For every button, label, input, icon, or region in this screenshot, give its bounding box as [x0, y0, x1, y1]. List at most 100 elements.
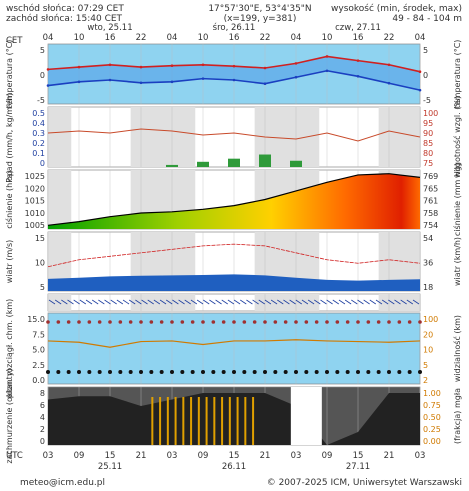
wind-arrow: [141, 299, 148, 305]
y-tick-label: 1025: [25, 172, 45, 181]
wind-arrow: [344, 299, 352, 305]
fog-bar: [151, 397, 154, 445]
cloud-top-dot: [387, 320, 391, 324]
cloud-top-dot: [211, 320, 216, 324]
y-tick-label: 0.5: [32, 109, 45, 118]
y-tick-label: 765: [423, 184, 438, 193]
cloud-base-dot: [211, 370, 216, 374]
wind-arrow: [190, 299, 198, 305]
cloud-top-dot: [108, 320, 112, 324]
wind-arrow: [406, 299, 414, 305]
night-shade: [378, 294, 420, 311]
bottom-hour-tick: 15: [105, 451, 116, 461]
wind-arrow: [277, 299, 284, 305]
night-shade: [48, 107, 72, 167]
y-tick-label: 5: [40, 46, 45, 55]
top-hour-tick: 16: [353, 33, 364, 43]
top-hour-tick: 04: [167, 33, 178, 43]
temperature-point: [294, 62, 298, 65]
y-tick-label: 20: [423, 330, 433, 339]
bottom-hour-tick: 03: [43, 451, 54, 461]
temperature-point: [418, 70, 422, 73]
wind-arrow: [314, 299, 321, 305]
elevation-values: 49 - 84 - 104 m: [392, 14, 462, 24]
cloud-base-dot: [118, 370, 123, 374]
y-tick-label: 6: [40, 401, 45, 410]
clear-sky-gap: [290, 387, 322, 445]
sunrise-label: wschód słońca: 07:29 CET: [6, 3, 124, 14]
bottom-hour-tick: 09: [322, 451, 333, 461]
y-tick-label: 5.0: [32, 346, 45, 355]
cloud-base-dot: [56, 370, 61, 374]
wind-arrow: [67, 299, 74, 305]
bottom-tz-label: UTC: [6, 451, 23, 461]
wind-arrow: [73, 299, 80, 305]
wind-arrow: [363, 299, 370, 305]
y-tick-label: 2: [423, 376, 428, 385]
cloud-top-dot: [335, 320, 340, 324]
ylabel-left: ciśnienie (hPa): [4, 170, 14, 228]
top-time-axis: 04 10 16 22 04 10 16 22 04 10 16 22 04 wto, 25.11 śro,…: [43, 22, 426, 43]
y-tick-label: 2.5: [32, 361, 45, 370]
top-hour-tick: 04: [43, 33, 54, 43]
wind-arrow: [240, 299, 247, 305]
fog-bar: [244, 397, 247, 445]
temperature-point: [387, 63, 391, 67]
cloud-base-dot: [159, 370, 164, 374]
top-day-label: czw, 27.11: [335, 23, 381, 33]
wind-gust-line: [47, 243, 421, 268]
cloud-top-dot: [263, 320, 267, 324]
bottom-hour-tick: 21: [136, 451, 147, 461]
wind-arrow: [381, 299, 389, 305]
top-hour-tick: 22: [136, 33, 147, 43]
ylabel-right: ciśnienie (mm Hg): [452, 163, 462, 236]
wind-arrow: [184, 299, 191, 305]
wind-arrow: [301, 299, 309, 305]
wind-arrow: [369, 299, 377, 305]
wind-arrow: [54, 299, 62, 305]
bottom-hour-tick: 03: [415, 451, 426, 461]
cloud-top-dot: [314, 320, 319, 324]
temperature-point: [356, 75, 360, 78]
temperature-point: [201, 77, 205, 80]
fog-bar: [236, 397, 239, 445]
fog-bar: [166, 397, 169, 445]
cloud-top-dot: [345, 320, 350, 324]
wind-arrow: [91, 299, 99, 305]
cloud-base-dot: [345, 370, 350, 374]
cloud-base-dot: [190, 370, 195, 374]
top-hour-tick: 22: [260, 33, 271, 43]
cloud-base-dot: [263, 370, 267, 374]
footer-copyright: © 2007-2025 ICM, Uniwersytet Warszawski: [267, 478, 462, 488]
cloud-top-dot: [304, 320, 309, 324]
y-tick-label: 18: [423, 283, 433, 292]
temperature-point: [232, 78, 236, 82]
bottom-day-label: 26.11: [222, 462, 246, 472]
temperature-point: [77, 80, 81, 84]
y-tick-label: 7.5: [32, 330, 45, 339]
top-day-label: wto, 25.11: [87, 23, 132, 33]
bottom-time-axis: 03 09 15 21 03 09 15 21 03 09 15 21 03 25.11 26.11 27.1…: [43, 451, 426, 472]
cloud-top-dot: [221, 320, 226, 324]
humidity-line: [47, 128, 421, 142]
y-tick-label: 0.00: [423, 437, 441, 446]
y-tick-label: 5: [423, 361, 428, 370]
wind-arrow: [270, 299, 278, 305]
cloud-top-dot: [366, 320, 371, 324]
ylabel-left: opad (mm/h, kg/m²/h): [5, 93, 14, 181]
temperature-point: [108, 63, 112, 67]
wind-arrow: [394, 299, 401, 305]
top-tz-label: CET: [6, 36, 23, 46]
temperature-point: [232, 64, 236, 68]
y-tick-label: 2: [40, 425, 45, 434]
cloud-top-dot: [242, 320, 247, 324]
y-tick-label: 5: [40, 283, 45, 292]
wind-arrow: [221, 299, 228, 305]
y-tick-label: 95: [423, 119, 433, 128]
cloud-top-dot: [273, 320, 278, 324]
wind-arrow: [128, 299, 136, 305]
cloud-top-dot: [66, 320, 71, 324]
bottom-hour-tick: 15: [229, 451, 240, 461]
wind-arrow: [122, 299, 130, 305]
bottom-hour-tick: 03: [291, 451, 302, 461]
